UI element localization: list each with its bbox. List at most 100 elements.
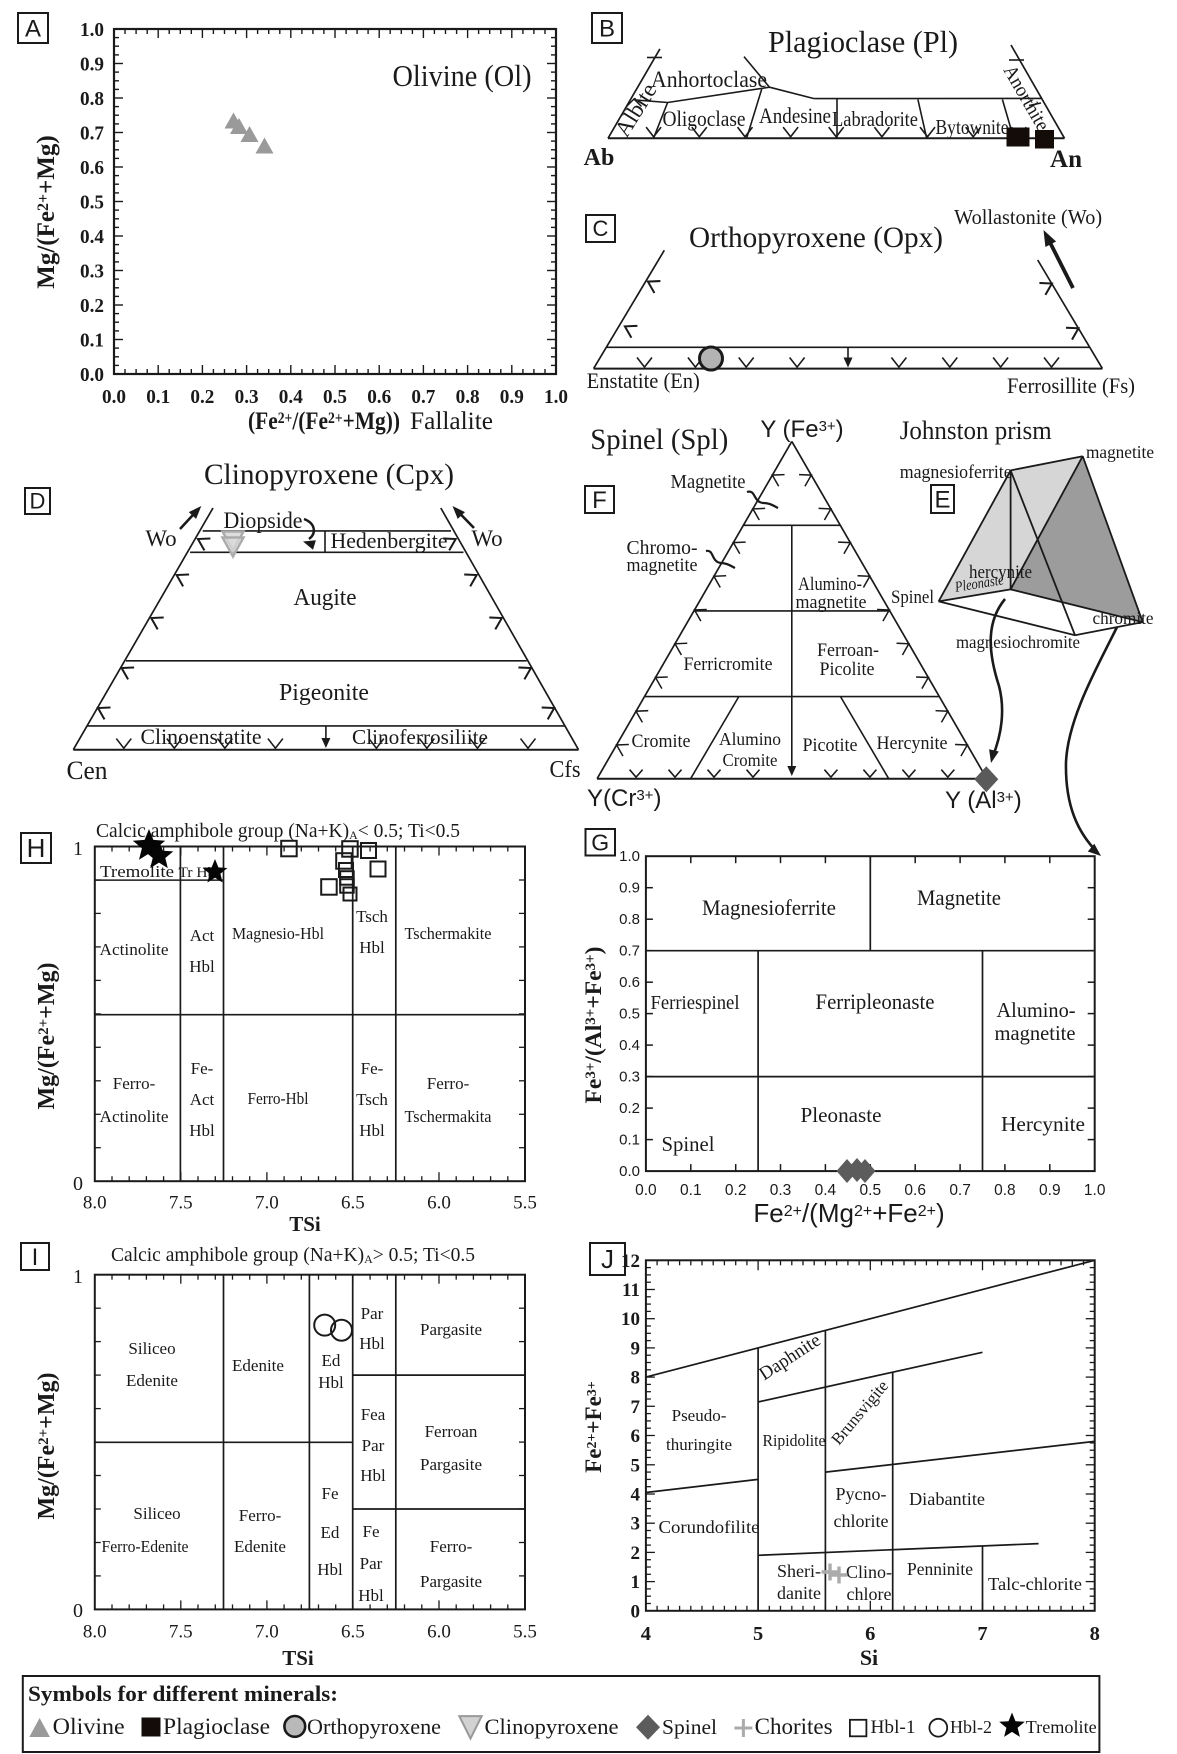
svg-text:0.9: 0.9 [500,386,524,408]
svg-text:chlore: chlore [847,1584,892,1604]
svg-text:1: 1 [631,1572,641,1593]
svg-text:Par: Par [360,1554,383,1573]
svg-text:Actinolite: Actinolite [100,940,169,959]
svg-text:Si: Si [860,1645,878,1670]
svg-text:Corundofilite: Corundofilite [659,1517,760,1537]
svg-text:Plagioclase: Plagioclase [163,1714,270,1739]
svg-text:Spinel (Spl): Spinel (Spl) [590,423,728,456]
svg-text:0.3: 0.3 [619,1069,640,1086]
svg-text:Diopside: Diopside [224,508,303,533]
svg-text:D: D [30,489,46,514]
svg-text:Picolite: Picolite [820,659,875,680]
svg-text:Hbl: Hbl [189,957,215,976]
svg-text:Spinel: Spinel [662,1132,715,1156]
svg-text:0.7: 0.7 [411,386,435,408]
svg-text:0.1: 0.1 [619,1132,640,1149]
svg-text:Johnston prism: Johnston prism [900,416,1052,445]
svg-text:0.2: 0.2 [80,295,104,317]
svg-text:Olivine (Ol): Olivine (Ol) [393,58,532,93]
svg-text:0.1: 0.1 [80,330,104,352]
svg-text:Par: Par [362,1436,385,1455]
svg-text:6.0: 6.0 [427,1193,451,1214]
svg-text:Ripidolite: Ripidolite [763,1431,826,1450]
svg-text:0.4: 0.4 [815,1182,837,1199]
svg-text:Clinopyroxene (Cpx): Clinopyroxene (Cpx) [204,458,454,491]
svg-text:Ferro-: Ferro- [427,1074,470,1093]
svg-text:0.4: 0.4 [619,1037,640,1054]
svg-text:Siliceo: Siliceo [133,1504,180,1523]
svg-text:Hbl: Hbl [359,938,385,957]
svg-text:Ferro-: Ferro- [430,1537,473,1556]
svg-text:12: 12 [621,1251,640,1272]
svg-text:0.4: 0.4 [80,226,104,248]
svg-text:0.7: 0.7 [80,123,104,145]
svg-text:0.4: 0.4 [279,386,303,408]
svg-text:I: I [32,1244,39,1271]
svg-text:Fe2+/(Mg2++Fe2+): Fe2+/(Mg2++Fe2+) [753,1198,944,1228]
svg-text:Act: Act [190,1090,215,1109]
svg-text:0.0: 0.0 [102,386,126,408]
svg-text:Fe: Fe [363,1522,380,1541]
svg-text:0.5: 0.5 [860,1182,882,1199]
svg-text:Ferro-Edenite: Ferro-Edenite [102,1537,189,1556]
svg-text:Fe: Fe [322,1484,339,1503]
svg-text:5: 5 [753,1623,763,1645]
svg-text:Bytownite: Bytownite [936,115,1009,139]
svg-text:H: H [27,833,46,863]
svg-text:Hbl: Hbl [358,1586,384,1605]
svg-text:0.6: 0.6 [904,1182,926,1199]
svg-text:7.0: 7.0 [255,1193,279,1214]
svg-text:Actinolite: Actinolite [100,1107,169,1126]
svg-text:0.3: 0.3 [80,261,104,283]
svg-text:1.0: 1.0 [619,848,640,865]
svg-text:A: A [25,15,41,42]
svg-text:Fe3+/(Al3++Fe3+): Fe3+/(Al3++Fe3+) [581,947,607,1104]
svg-text:4: 4 [631,1485,641,1506]
svg-text:Cromite: Cromite [632,731,691,752]
svg-text:0.1: 0.1 [146,386,170,408]
svg-text:Hbl: Hbl [318,1373,344,1392]
svg-text:Symbols for different minerals: Symbols for different minerals: [28,1681,338,1706]
svg-text:Magnetite: Magnetite [671,471,746,493]
svg-text:Calcic amphibole group (Na+K)A: Calcic amphibole group (Na+K)A< 0.5; Ti<… [96,821,460,842]
svg-text:1.0: 1.0 [544,386,568,408]
svg-text:Talc-chlorite: Talc-chlorite [988,1574,1082,1594]
svg-text:0.2: 0.2 [619,1100,640,1117]
svg-text:Ferripleonaste: Ferripleonaste [816,989,935,1014]
svg-text:Ab: Ab [584,145,615,171]
svg-text:Alumino-: Alumino- [798,574,862,595]
svg-text:Magnetite: Magnetite [917,885,1001,910]
svg-text:Tremolite: Tremolite [100,862,174,881]
svg-text:0.6: 0.6 [367,386,391,408]
svg-text:Tsch: Tsch [356,1090,388,1109]
svg-text:Orthopyroxene: Orthopyroxene [307,1714,441,1739]
svg-text:0.8: 0.8 [80,88,104,110]
svg-text:Ferro-Hbl: Ferro-Hbl [248,1089,309,1108]
svg-text:2: 2 [631,1543,641,1564]
svg-text:Andesine: Andesine [759,103,831,128]
svg-text:0.7: 0.7 [619,943,640,960]
svg-text:Hbl-1: Hbl-1 [871,1717,916,1738]
svg-text:Edenite: Edenite [126,1371,178,1390]
svg-text:Wo: Wo [471,526,502,551]
svg-text:0.2: 0.2 [725,1182,747,1199]
svg-text:B: B [599,15,615,42]
svg-text:0.3: 0.3 [770,1182,792,1199]
svg-text:Pargasite: Pargasite [420,1572,482,1591]
svg-text:0.9: 0.9 [1039,1182,1061,1199]
svg-text:5.5: 5.5 [513,1622,537,1643]
svg-text:magnetite: magnetite [627,555,698,576]
svg-text:1: 1 [73,838,83,860]
svg-text:9: 9 [631,1338,641,1359]
svg-text:(Fe2+/(Fe2++Mg)): (Fe2+/(Fe2++Mg)) [248,408,400,435]
svg-text:magnesiochromite: magnesiochromite [956,632,1080,652]
svg-text:Clino-: Clino- [846,1562,892,1582]
svg-text:Labradorite: Labradorite [832,107,918,131]
svg-text:magnetite: magnetite [1086,442,1154,462]
svg-text:6: 6 [631,1426,641,1447]
svg-text:chlorite: chlorite [834,1511,889,1531]
svg-text:J: J [601,1244,614,1274]
svg-text:Pycno-: Pycno- [836,1484,887,1504]
svg-text:1.0: 1.0 [80,19,104,41]
svg-text:Ed: Ed [322,1351,341,1370]
